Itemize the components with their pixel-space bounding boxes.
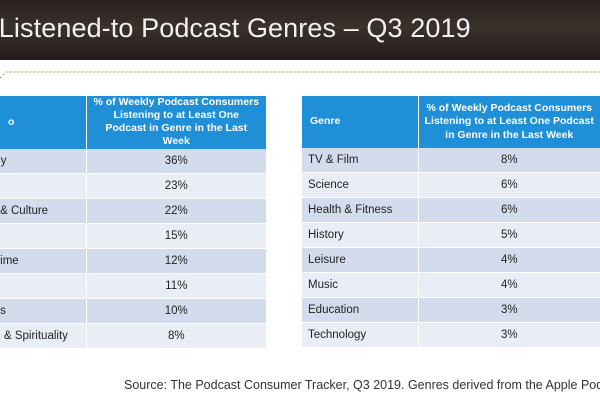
genre-cell: Health & Fitness (302, 197, 419, 223)
genre-cell: ess (0, 298, 87, 324)
table-row: 11% (0, 273, 266, 299)
table-row: History 5% (302, 222, 600, 248)
genre-cell: s (0, 223, 87, 249)
percent-cell: 12% (86, 248, 266, 274)
right-genre-table: Genre % of Weekly Podcast Consumers List… (302, 96, 600, 348)
genre-cell: Education (302, 297, 419, 323)
genre-cell: History (302, 222, 419, 248)
percent-cell: 22% (86, 198, 266, 224)
genre-cell: on & Spirituality (0, 323, 87, 349)
table-row: TV & Film 8% (302, 148, 600, 173)
table-header-row: o % of Weekly Podcast Consumers Listenin… (0, 96, 266, 149)
table-row: Crime12% (0, 248, 266, 274)
percent-cell: 3% (418, 297, 600, 323)
genre-cell (0, 273, 87, 299)
table-row: Leisure 4% (302, 247, 600, 273)
percent-cell: 8% (86, 323, 266, 349)
genre-cell: Technology (302, 322, 419, 348)
decorative-dashed-line (0, 71, 600, 79)
percent-cell: 8% (418, 148, 600, 173)
left-genre-table: o % of Weekly Podcast Consumers Listenin… (0, 96, 266, 349)
percent-cell: 5% (418, 222, 600, 248)
genre-cell: Crime (0, 248, 87, 274)
table-row: edy36% (0, 148, 266, 174)
title-banner: st Listened-to Podcast Genres – Q3 2019 (0, 0, 600, 60)
genre-cell: Music (302, 272, 419, 298)
percent-cell: 6% (418, 172, 600, 198)
genre-column-header: o (0, 96, 87, 149)
table-row: Health & Fitness 6% (302, 197, 600, 223)
table-row: ess10% (0, 298, 266, 324)
genre-cell: TV & Film (302, 148, 419, 173)
percent-cell: 11% (86, 273, 266, 299)
table-row: Music 4% (302, 272, 600, 298)
percent-cell: 4% (418, 272, 600, 298)
genre-cell: ty & Culture (0, 198, 87, 224)
genre-cell: Science (302, 172, 419, 198)
table-row: 23% (0, 173, 266, 199)
table-header-row: Genre % of Weekly Podcast Consumers List… (302, 96, 600, 148)
slide-title: st Listened-to Podcast Genres – Q3 2019 (0, 13, 471, 43)
table-row: Education 3% (302, 297, 600, 323)
genre-cell (0, 173, 87, 199)
percent-cell: 10% (86, 298, 266, 324)
table-row: s15% (0, 223, 266, 249)
percent-cell: 4% (418, 247, 600, 273)
percent-cell: 36% (86, 148, 266, 174)
genre-cell: Leisure (302, 247, 419, 273)
genre-cell: edy (0, 148, 87, 174)
percent-cell: 23% (86, 173, 266, 199)
percent-cell: 15% (86, 223, 266, 249)
percent-column-header: % of Weekly Podcast Consumers Listening … (418, 96, 600, 148)
percent-cell: 6% (418, 197, 600, 223)
source-note: Source: The Podcast Consumer Tracker, Q3… (124, 378, 600, 392)
table-row: Science 6% (302, 172, 600, 198)
percent-cell: 3% (418, 322, 600, 348)
table-row: Technology 3% (302, 322, 600, 348)
genre-column-header: Genre (302, 96, 419, 148)
percent-column-header: % of Weekly Podcast Consumers Listening … (86, 96, 266, 149)
